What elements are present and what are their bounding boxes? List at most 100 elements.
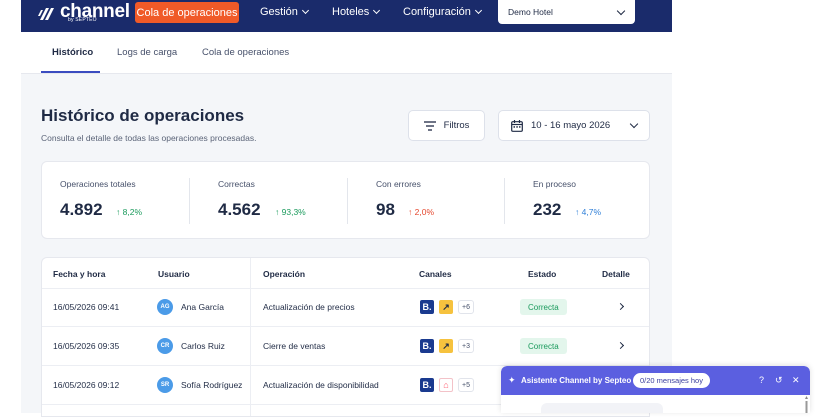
cell-datetime: 16/05/2026 09:41 (53, 302, 120, 312)
filters-button[interactable]: Filtros (408, 110, 485, 141)
chevron-down-icon (629, 119, 639, 129)
filter-icon (423, 120, 436, 131)
brand-name: channel (60, 1, 130, 22)
column-header-fecha[interactable]: Fecha y hora (53, 269, 106, 279)
chevron-right-icon[interactable] (616, 341, 625, 350)
nav-configuracion[interactable]: Configuración (403, 6, 482, 18)
divider (189, 178, 190, 224)
tab-historico[interactable]: Histórico (52, 47, 94, 58)
sparkle-icon: ✦ (508, 375, 516, 385)
cell-user: Carlos Ruiz (181, 341, 225, 351)
chevron-down-icon (474, 6, 482, 15)
assistant-header[interactable]: ✦ Asistente Channel by Septeo 0/20 mensa… (501, 366, 810, 395)
channel-logo-icon (38, 8, 54, 20)
sub-navigation: Histórico Logs de carga Cola de operacio… (21, 32, 672, 74)
nav-gestion[interactable]: Gestión (260, 6, 309, 18)
airbnb-icon: ⌂ (439, 378, 453, 392)
booking-icon: B. (420, 300, 434, 314)
cell-operation: Actualización de precios (263, 302, 355, 312)
assistant-title: Asistente Channel by Septeo (521, 376, 632, 385)
page-subtitle: Consulta el detalle de todas las operaci… (41, 133, 257, 143)
booking-icon: B. (420, 339, 434, 353)
row-divider (42, 365, 649, 366)
arrow-up-icon: ↑ (116, 207, 121, 217)
chevron-down-icon (301, 6, 309, 15)
stat-delta-value: 2,0% (414, 207, 434, 217)
date-range-picker[interactable]: 10 - 16 mayo 2026 (498, 110, 650, 141)
stat-delta: ↑ 93,3% (275, 207, 306, 217)
stat-label: Operaciones totales (60, 179, 136, 189)
message-counter-badge: 0/20 mensajes hoy (633, 373, 710, 388)
column-header-usuario[interactable]: Usuario (158, 269, 190, 279)
status-badge: Correcta (520, 338, 567, 354)
row-divider (42, 326, 649, 327)
stat-label: Correctas (218, 179, 255, 189)
stat-errores: Con errores 98 ↑ 2,0% (42, 162, 434, 240)
stat-value: 4.562 (218, 200, 261, 219)
date-range-value: 10 - 16 mayo 2026 (531, 120, 611, 131)
help-icon[interactable]: ? (759, 375, 765, 385)
brand-byline: by SEPTEO (68, 17, 97, 23)
column-header-canales[interactable]: Canales (419, 269, 452, 279)
avatar: AG (157, 299, 173, 315)
hotel-selector[interactable]: Demo Hotel (498, 0, 635, 24)
more-channels-count[interactable]: +6 (458, 300, 474, 314)
row-divider (42, 404, 649, 405)
chevron-down-icon (616, 6, 626, 15)
row-divider (42, 288, 649, 289)
stat-delta: ↑ 8,2% (116, 207, 142, 217)
cell-datetime: 16/05/2026 09:12 (53, 380, 120, 390)
stat-delta: ↑ 4,7% (575, 207, 601, 217)
column-header-operacion[interactable]: Operación (263, 269, 306, 279)
expedia-icon: ↗ (439, 300, 453, 314)
stat-value: 232 (533, 200, 562, 219)
scrollbar[interactable] (805, 396, 808, 413)
chevron-right-icon[interactable] (616, 302, 625, 311)
cell-datetime: 16/05/2026 09:35 (53, 341, 120, 351)
column-header-detalle[interactable]: Detalle (602, 269, 630, 279)
queue-operations-button[interactable]: Cola de operaciones (135, 2, 239, 23)
more-channels-count[interactable]: +3 (458, 339, 474, 353)
cell-user: Sofía Rodríguez (181, 380, 243, 390)
expedia-icon: ↗ (439, 339, 453, 353)
assistant-message-area[interactable] (541, 403, 663, 413)
page-title: Histórico de operaciones (41, 106, 245, 125)
booking-icon: B. (420, 378, 434, 392)
avatar: SR (157, 377, 173, 393)
calendar-icon (511, 119, 523, 132)
avatar: CR (157, 338, 173, 354)
stat-delta: ↑ 2,0% (408, 207, 434, 217)
tab-cola-de-operaciones[interactable]: Cola de operaciones (202, 47, 290, 58)
tab-logs-de-carga[interactable]: Logs de carga (117, 47, 178, 58)
nav-gestion-label: Gestión (260, 6, 298, 18)
column-header-estado[interactable]: Estado (528, 269, 557, 279)
column-divider (250, 258, 251, 416)
nav-configuracion-label: Configuración (403, 6, 471, 18)
nav-hoteles[interactable]: Hoteles (332, 6, 381, 18)
arrow-up-icon: ↑ (275, 207, 280, 217)
assistant-widget[interactable]: ✦ Asistente Channel by Septeo 0/20 mensa… (501, 366, 810, 413)
more-channels-count[interactable]: +5 (458, 378, 474, 392)
top-navigation-bar: channel by SEPTEO Cola de operaciones Ge… (21, 0, 672, 32)
stat-label: Con errores (376, 179, 421, 189)
stats-card: Operaciones totales 4.892 ↑ 8,2% Correct… (41, 161, 650, 239)
stat-value: 4.892 (60, 200, 103, 219)
active-tab-indicator (41, 71, 100, 73)
close-icon[interactable]: ✕ (792, 375, 800, 385)
divider (347, 178, 348, 224)
arrow-up-icon: ↑ (575, 207, 580, 217)
arrow-up-icon: ↑ (408, 207, 413, 217)
cell-user: Ana García (181, 302, 224, 312)
cell-operation: Actualización de disponibilidad (263, 380, 379, 390)
stat-en-proceso: En proceso 232 ↑ 4,7% (42, 162, 601, 240)
divider (504, 178, 505, 224)
history-icon[interactable]: ↺ (775, 375, 783, 385)
stat-value: 98 (376, 200, 395, 219)
hotel-selector-value: Demo Hotel (508, 7, 553, 17)
stat-total: Operaciones totales 4.892 ↑ 8,2% (42, 162, 194, 240)
status-badge: Correcta (520, 299, 567, 315)
chevron-down-icon (373, 6, 381, 15)
stat-delta-value: 8,2% (122, 207, 142, 217)
channel-logo[interactable]: channel (38, 1, 130, 22)
stat-delta-value: 4,7% (581, 207, 601, 217)
